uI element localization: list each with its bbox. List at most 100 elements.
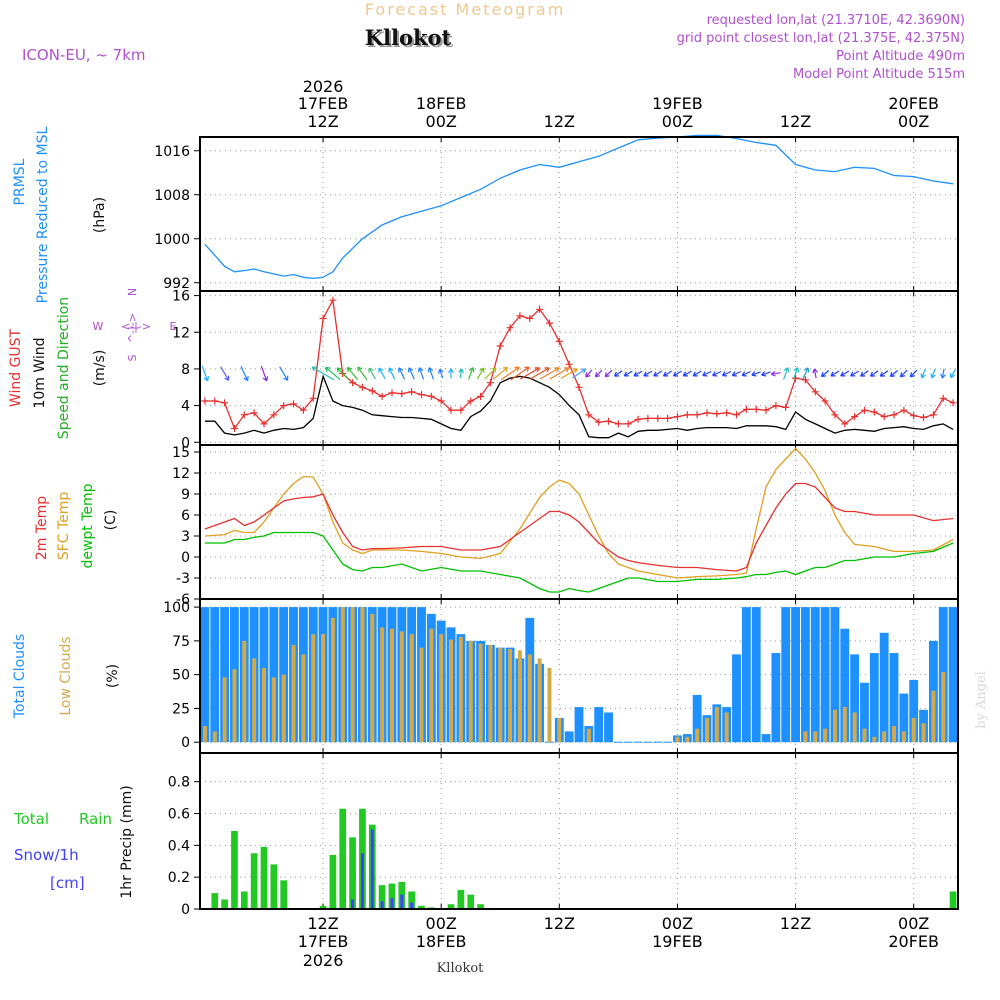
temp-label-sfc: SFC Temp bbox=[56, 492, 72, 561]
gust-marker bbox=[644, 414, 652, 422]
low-cloud-bar bbox=[872, 736, 877, 743]
clouds-ytick-label: 75 bbox=[172, 634, 190, 650]
precip-ytick-label: 0.6 bbox=[168, 806, 190, 822]
rain-bar bbox=[349, 837, 356, 909]
gust-marker bbox=[811, 388, 819, 396]
wind-direction-arrow bbox=[869, 370, 879, 377]
wind-ytick-label: 4 bbox=[181, 399, 190, 415]
low-cloud-bar bbox=[901, 731, 906, 743]
bottom-hour-label: 12Z bbox=[780, 914, 811, 933]
wind-direction-arrow bbox=[909, 369, 918, 378]
wind-direction-arrow bbox=[920, 368, 926, 379]
low-cloud-bar bbox=[478, 643, 483, 743]
wind-direction-arrow bbox=[702, 370, 712, 377]
gust-marker bbox=[546, 319, 553, 327]
wind-direction-arrow bbox=[721, 370, 732, 377]
pressure-unit: (hPa) bbox=[92, 197, 108, 233]
rain-bar bbox=[418, 905, 425, 909]
low-cloud-bar bbox=[389, 628, 394, 743]
chart-title: Forecast Meteogram bbox=[365, 0, 565, 19]
wind-direction-arrow bbox=[633, 370, 643, 377]
gust-marker bbox=[861, 406, 868, 414]
rain-bar bbox=[250, 853, 258, 909]
wind-direction-arrow bbox=[604, 369, 613, 378]
total-cloud-bar bbox=[879, 632, 889, 743]
top-hour-label: 12Z bbox=[544, 112, 575, 131]
low-cloud-bar bbox=[311, 634, 316, 743]
precip-label-rain: Rain bbox=[79, 810, 112, 828]
gust-marker bbox=[260, 420, 268, 428]
gust-marker bbox=[664, 414, 672, 422]
gust-marker bbox=[388, 389, 396, 397]
temp-ytick-label: -6 bbox=[176, 592, 190, 608]
low-cloud-bar bbox=[252, 658, 257, 743]
total-cloud-bar bbox=[948, 607, 958, 743]
gust-marker bbox=[418, 391, 425, 399]
model-altitude: Model Point Altitude 515m bbox=[793, 67, 965, 82]
low-cloud-bar bbox=[813, 731, 818, 743]
wind-direction-arrow bbox=[201, 365, 210, 382]
gust-marker bbox=[447, 406, 455, 414]
gust-marker bbox=[733, 411, 740, 419]
wind-ytick-label: 8 bbox=[181, 362, 190, 378]
wind-direction-arrow bbox=[820, 370, 830, 378]
low-cloud-bar bbox=[832, 709, 837, 743]
snow-bar bbox=[360, 853, 364, 909]
wind-direction-arrow bbox=[731, 370, 742, 377]
wind-direction-arrow bbox=[549, 367, 570, 380]
wind-direction-arrow bbox=[653, 370, 663, 377]
low-cloud-bar bbox=[498, 647, 503, 743]
wind-direction-arrow bbox=[492, 366, 509, 381]
low-cloud-bar bbox=[468, 640, 473, 743]
wind-unit: (m/s) bbox=[92, 350, 108, 387]
low-cloud-bar bbox=[724, 712, 729, 743]
low-cloud-bar bbox=[508, 648, 513, 743]
total-cloud-bar bbox=[732, 654, 741, 743]
gust-marker bbox=[516, 312, 524, 320]
wind-direction-arrow bbox=[325, 366, 341, 381]
temp-ytick-label: 0 bbox=[181, 550, 190, 566]
wind-direction-arrow bbox=[783, 367, 790, 380]
point-altitude: Point Altitude 490m bbox=[836, 49, 965, 64]
total-cloud-bar bbox=[830, 607, 840, 743]
wind-speed-line bbox=[204, 374, 954, 439]
low-cloud-bar bbox=[852, 712, 857, 743]
wind-direction-arrow bbox=[510, 366, 530, 381]
rain-bar bbox=[211, 893, 219, 909]
temp-ytick-label: 6 bbox=[181, 508, 190, 524]
wind-direction-arrow bbox=[529, 367, 550, 380]
gust-marker bbox=[437, 397, 445, 405]
wind-direction-arrow bbox=[643, 370, 653, 377]
wind-direction-arrow bbox=[220, 366, 230, 381]
low-cloud-bar bbox=[537, 658, 542, 743]
low-cloud-bar bbox=[232, 669, 237, 743]
total-cloud-bar bbox=[820, 607, 830, 743]
gust-marker bbox=[526, 315, 534, 322]
low-cloud-bar bbox=[370, 613, 375, 743]
wind-direction-arrow bbox=[357, 366, 368, 381]
temp-ytick-label: 12 bbox=[172, 466, 190, 482]
gust-marker bbox=[506, 324, 514, 332]
low-cloud-bar bbox=[695, 728, 700, 743]
low-cloud-bar bbox=[222, 677, 227, 743]
wind-direction-arrow bbox=[260, 365, 269, 382]
clouds-label-total: Total Clouds bbox=[12, 634, 28, 719]
gust-marker bbox=[851, 413, 859, 421]
clouds-unit: (%) bbox=[105, 664, 121, 688]
gust-marker bbox=[920, 414, 927, 421]
rain-bar bbox=[329, 854, 337, 909]
wind-direction-arrow bbox=[950, 369, 956, 379]
location-title: Kllokot bbox=[365, 25, 452, 50]
low-cloud-bar bbox=[399, 631, 404, 743]
gust-marker bbox=[782, 403, 790, 411]
snow-bar bbox=[380, 901, 384, 909]
wind-direction-arrow bbox=[840, 370, 850, 377]
low-cloud-bar bbox=[803, 731, 808, 743]
wind-direction-arrow bbox=[850, 370, 860, 377]
total-cloud-bar bbox=[781, 607, 791, 743]
rain-bar bbox=[231, 831, 238, 909]
gust-marker bbox=[585, 411, 593, 419]
snow-bar bbox=[370, 829, 374, 909]
rain-bar bbox=[408, 891, 415, 909]
wind-label-10m: 10m Wind bbox=[32, 337, 48, 408]
